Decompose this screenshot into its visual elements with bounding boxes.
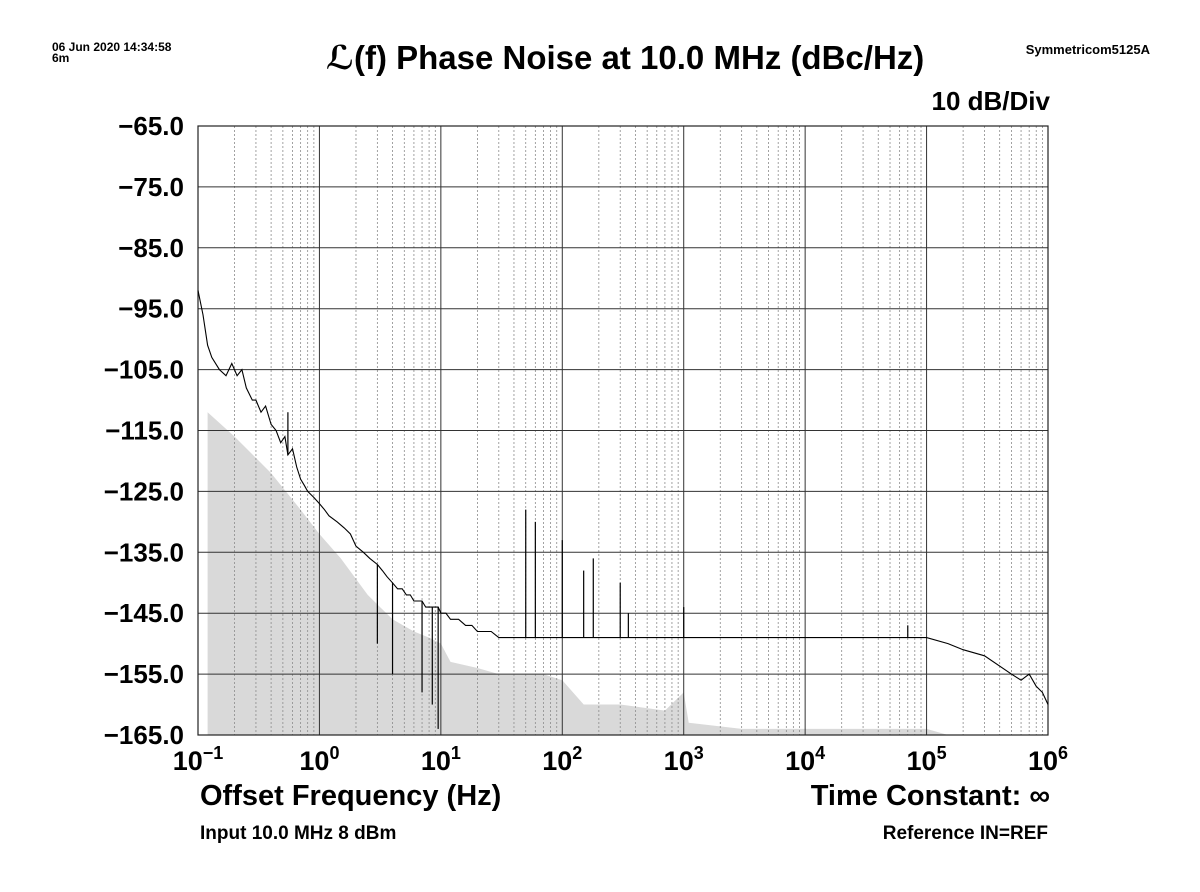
x-tick-label: 102: [542, 743, 582, 776]
timestamp-duration: 6m: [52, 51, 70, 65]
x-tick-labels: 10−1 100 101 102 103 104 105 106: [173, 743, 1068, 776]
instrument-name: Symmetricom5125A: [1025, 42, 1150, 57]
reference-info: Reference IN=REF: [882, 823, 1048, 844]
y-tick-label: −135.0: [104, 537, 184, 567]
phase-noise-line: [197, 290, 1049, 705]
timestamp-date: 06 Jun 2020 14:34:58: [52, 40, 172, 54]
time-constant: Time Constant: ∞: [810, 780, 1050, 812]
x-tick-label: 106: [1028, 743, 1068, 776]
noise-floor-layer: [207, 412, 1049, 735]
y-tick-label: −105.0: [104, 355, 184, 385]
x-tick-label: 101: [421, 743, 461, 776]
plot-frame: [197, 125, 1049, 736]
y-tick-label: −155.0: [104, 659, 184, 689]
trace-layer: [197, 290, 1049, 729]
x-axis-label: Offset Frequency (Hz): [200, 780, 502, 812]
y-tick-label: −85.0: [118, 233, 184, 263]
y-tick-label: −125.0: [104, 476, 184, 506]
input-info: Input 10.0 MHz 8 dBm: [200, 823, 397, 844]
timestamp: 06 Jun 2020 14:34:58 6m: [52, 40, 172, 65]
x-tick-label: 104: [785, 743, 825, 776]
x-tick-label: 10−1: [173, 743, 224, 776]
y-tick-label: −115.0: [105, 416, 184, 446]
y-tick-label: −65.0: [118, 111, 184, 141]
y-tick-labels: −65.0 −75.0 −85.0 −95.0 −105.0 −115.0 −125.0 −1…: [104, 111, 184, 750]
y-tick-label: −165.0: [104, 720, 184, 750]
chart-title: ℒ(f) Phase Noise at 10.0 MHz (dBc/Hz): [325, 39, 925, 76]
y-tick-label: −145.0: [104, 598, 184, 628]
x-tick-label: 105: [907, 743, 947, 776]
x-tick-label: 100: [299, 743, 339, 776]
scale-label: 10 dB/Div: [931, 86, 1051, 116]
grid-layer: [197, 125, 1049, 736]
noise-floor-area: [207, 412, 1049, 735]
y-tick-label: −95.0: [118, 294, 184, 324]
x-tick-label: 103: [664, 743, 704, 776]
y-tick-label: −75.0: [118, 172, 184, 202]
